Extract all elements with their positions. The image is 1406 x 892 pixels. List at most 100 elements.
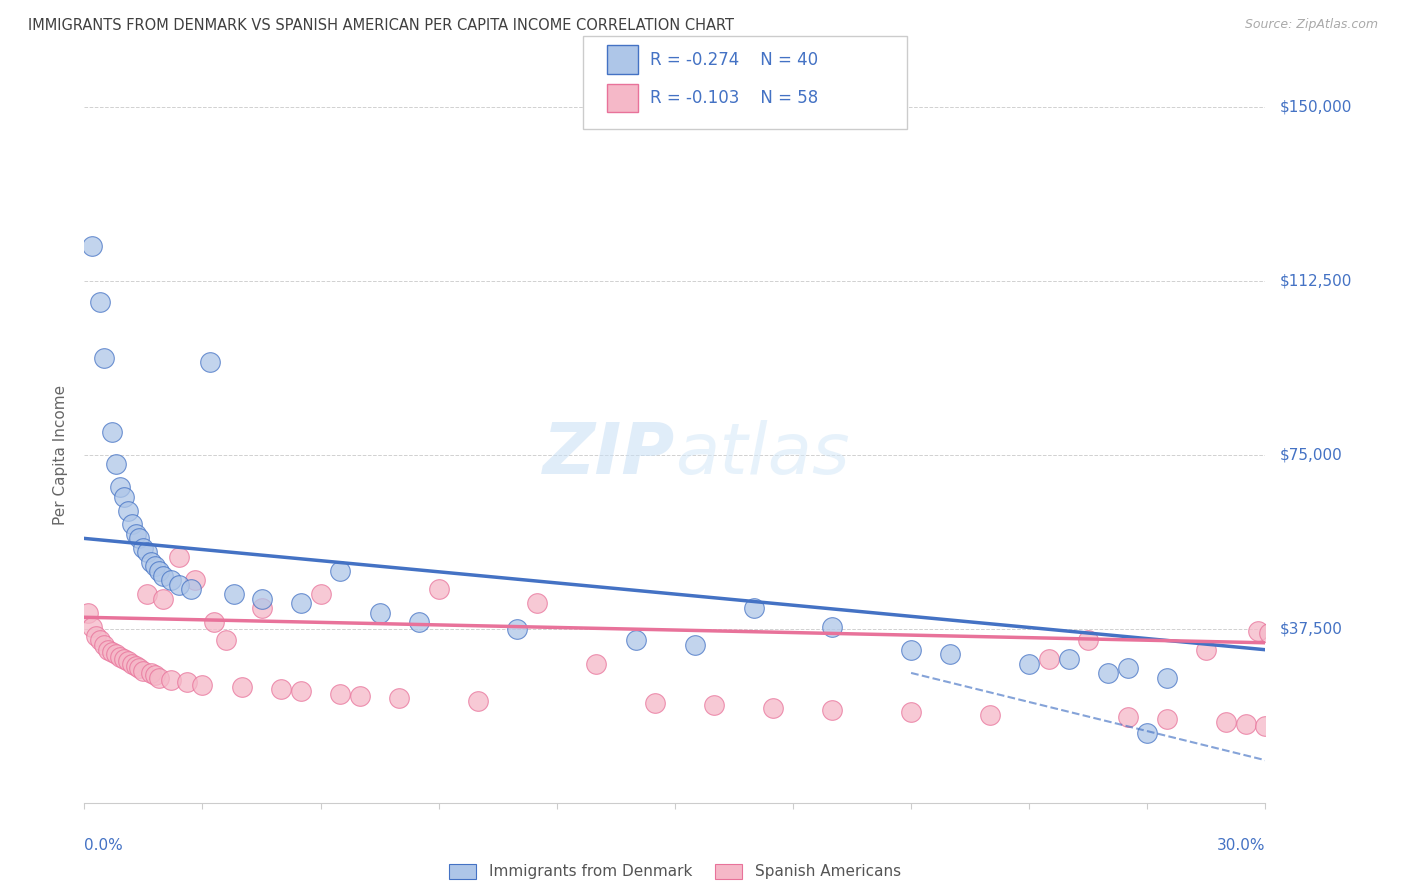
Point xyxy=(231,680,253,694)
Point xyxy=(82,619,104,633)
Text: Source: ZipAtlas.com: Source: ZipAtlas.com xyxy=(1244,18,1378,31)
Point xyxy=(108,480,131,494)
Text: 0.0%: 0.0% xyxy=(84,838,124,854)
Text: atlas: atlas xyxy=(675,420,849,490)
Point xyxy=(1097,665,1119,680)
Point xyxy=(979,707,1001,722)
Point xyxy=(290,596,312,610)
Point xyxy=(200,355,222,369)
Point xyxy=(141,665,163,680)
Point xyxy=(939,648,962,662)
Point xyxy=(250,601,273,615)
Point xyxy=(143,559,166,574)
Point xyxy=(128,532,150,546)
Point xyxy=(112,652,135,666)
Point xyxy=(329,687,352,701)
Point xyxy=(762,700,785,714)
Point xyxy=(167,549,190,564)
Point xyxy=(703,698,725,713)
Point xyxy=(160,673,183,687)
Point xyxy=(89,294,111,309)
Text: $75,000: $75,000 xyxy=(1279,448,1343,462)
Point xyxy=(132,664,155,678)
Legend: Immigrants from Denmark, Spanish Americans: Immigrants from Denmark, Spanish America… xyxy=(443,857,907,886)
Point xyxy=(148,671,170,685)
Point xyxy=(97,642,120,657)
Point xyxy=(900,642,922,657)
Point xyxy=(167,578,190,592)
Point xyxy=(82,239,104,253)
Point xyxy=(1274,494,1296,508)
Point xyxy=(624,633,647,648)
Point xyxy=(148,564,170,578)
Point xyxy=(104,648,127,662)
Point xyxy=(222,587,245,601)
Point xyxy=(1258,626,1281,640)
Point xyxy=(1195,642,1218,657)
Point xyxy=(1234,717,1257,731)
Point xyxy=(152,568,174,582)
Point xyxy=(329,564,352,578)
Point xyxy=(128,661,150,675)
Point xyxy=(1156,712,1178,726)
Point xyxy=(388,691,411,706)
Text: R = -0.274    N = 40: R = -0.274 N = 40 xyxy=(650,51,818,69)
Point xyxy=(136,545,159,559)
Point xyxy=(117,654,139,668)
Point xyxy=(585,657,607,671)
Point xyxy=(1265,615,1288,629)
Point xyxy=(101,425,124,439)
Point xyxy=(215,633,238,648)
Point xyxy=(121,517,143,532)
Point xyxy=(89,633,111,648)
Point xyxy=(1038,652,1060,666)
Point xyxy=(141,555,163,569)
Point xyxy=(506,622,529,636)
Point xyxy=(136,587,159,601)
Point xyxy=(180,582,202,597)
Point xyxy=(77,606,100,620)
Point xyxy=(408,615,430,629)
Point xyxy=(644,696,666,710)
Point xyxy=(1294,619,1316,633)
Point xyxy=(202,615,225,629)
Point xyxy=(93,638,115,652)
Text: $112,500: $112,500 xyxy=(1279,274,1351,288)
Point xyxy=(101,645,124,659)
Point xyxy=(900,706,922,720)
Point xyxy=(84,629,107,643)
Text: ZIP: ZIP xyxy=(543,420,675,490)
Point xyxy=(143,668,166,682)
Point xyxy=(1077,633,1099,648)
Point xyxy=(152,591,174,606)
Point xyxy=(742,601,765,615)
Point xyxy=(309,587,332,601)
Point xyxy=(368,606,391,620)
Point xyxy=(1246,624,1268,639)
Point xyxy=(191,677,214,691)
Point xyxy=(1018,657,1040,671)
Text: R = -0.103    N = 58: R = -0.103 N = 58 xyxy=(650,89,818,107)
Point xyxy=(124,526,146,541)
Point xyxy=(1116,710,1139,724)
Point xyxy=(112,490,135,504)
Point xyxy=(104,457,127,471)
Point xyxy=(1116,661,1139,675)
Text: $37,500: $37,500 xyxy=(1279,622,1343,636)
Point xyxy=(1156,671,1178,685)
Point xyxy=(124,659,146,673)
Point xyxy=(176,675,198,690)
Point xyxy=(1057,652,1080,666)
Point xyxy=(349,689,371,703)
Point xyxy=(250,591,273,606)
Point xyxy=(1254,719,1277,733)
Point xyxy=(821,703,844,717)
Point xyxy=(132,541,155,555)
Point xyxy=(821,619,844,633)
Text: 30.0%: 30.0% xyxy=(1218,838,1265,854)
Point xyxy=(683,638,706,652)
Point xyxy=(1215,714,1237,729)
Point xyxy=(108,649,131,664)
Point xyxy=(121,657,143,671)
Point xyxy=(467,694,489,708)
